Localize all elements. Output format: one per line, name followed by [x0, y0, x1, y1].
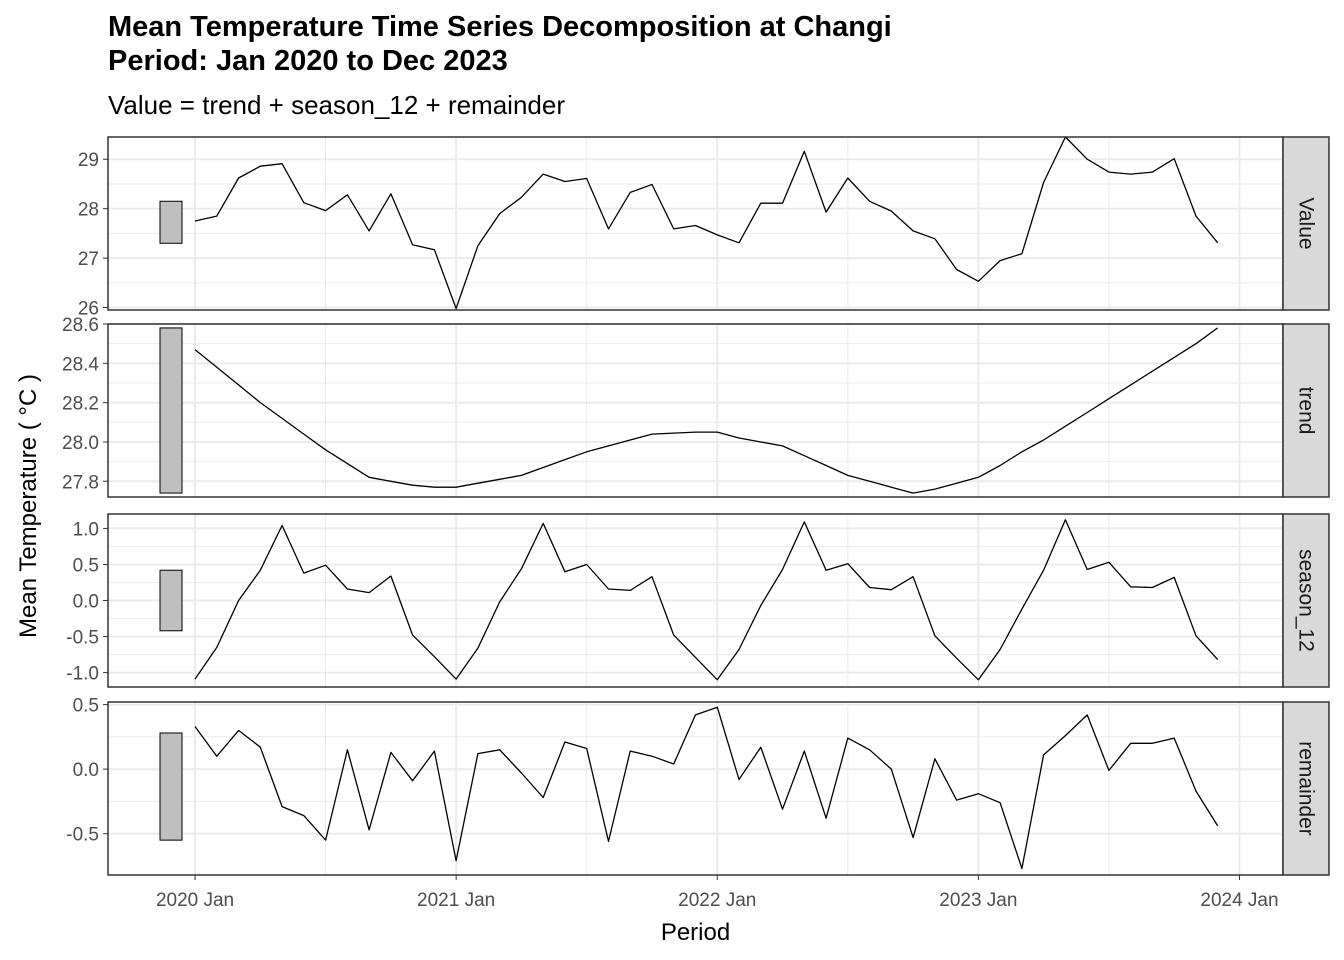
scale-bar	[159, 732, 183, 841]
scale-bar	[159, 200, 183, 244]
x-tick-label: 2023 Jan	[939, 890, 1017, 911]
facet-strip-label: season_12	[1295, 549, 1318, 652]
panel-background	[108, 137, 1283, 310]
panel-background	[108, 702, 1283, 875]
series-line-trend	[194, 327, 1219, 494]
series-line-remainder	[194, 706, 1219, 870]
x-tick-label: 2022 Jan	[678, 890, 756, 911]
y-tick-label: 0.5	[73, 696, 99, 717]
series-line-Value	[194, 136, 1219, 310]
x-tick-label: 2024 Jan	[1200, 890, 1278, 911]
facet-strip-label: remainder	[1295, 741, 1318, 836]
y-tick-label: 28.0	[62, 433, 99, 454]
y-tick-label: 27.8	[62, 472, 99, 493]
chart-subtitle: Value = trend + season_12 + remainder	[108, 90, 565, 120]
y-tick-label: 0.0	[73, 592, 99, 613]
facet-strip	[1282, 701, 1330, 876]
chart-title-line1: Mean Temperature Time Series Decompositi…	[108, 11, 892, 43]
y-tick-label: 28.4	[62, 354, 99, 375]
facet-strip	[1282, 513, 1330, 688]
y-tick-label: -0.5	[66, 825, 99, 846]
y-tick-label: -0.5	[66, 628, 99, 649]
y-tick-label: 29	[78, 150, 99, 171]
x-tick-label: 2020 Jan	[156, 890, 234, 911]
y-tick-label: 28.2	[62, 394, 99, 415]
facet-strip-label: trend	[1295, 387, 1318, 435]
y-tick-label: 26	[78, 299, 99, 320]
y-tick-label: -1.0	[66, 664, 99, 685]
facet-strip-label: Value	[1295, 197, 1318, 249]
facet-strip	[1282, 323, 1330, 498]
y-tick-label: 1.0	[73, 519, 99, 540]
x-axis-title: Period	[661, 919, 730, 946]
y-axis-title: Mean Temperature ( °C )	[15, 374, 42, 638]
y-tick-label: 28.6	[62, 315, 99, 336]
y-tick-label: 27	[78, 249, 99, 270]
chart-title-line2: Period: Jan 2020 to Dec 2023	[108, 45, 508, 77]
y-tick-label: 0.5	[73, 555, 99, 576]
chart-title: Mean Temperature Time Series Decompositi…	[108, 10, 892, 78]
x-tick-label: 2021 Jan	[417, 890, 495, 911]
y-tick-label: 28	[78, 200, 99, 221]
series-line-season_12	[194, 519, 1219, 681]
facet-strip	[1282, 136, 1330, 311]
y-tick-label: 0.0	[73, 760, 99, 781]
scale-bar	[159, 327, 183, 494]
panel-background	[108, 324, 1283, 497]
scale-bar	[159, 569, 183, 632]
